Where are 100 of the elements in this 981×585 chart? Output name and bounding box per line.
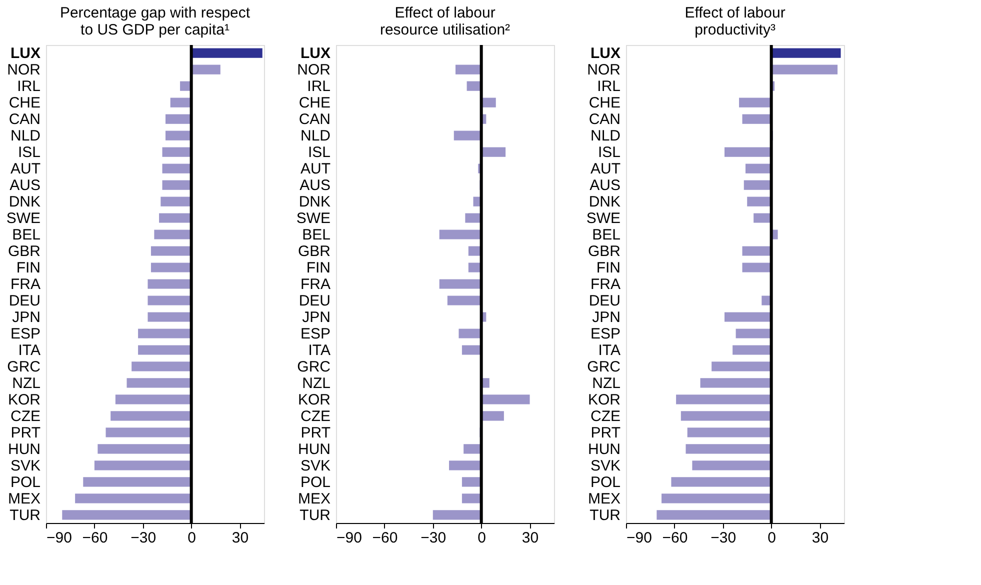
y-tick-label: GBR [588,243,621,260]
y-tick-label: SVK [10,457,40,474]
y-tick-label: DNK [588,194,620,211]
y-tick-label: HUN [8,440,40,458]
y-tick-label: GRC [587,358,621,376]
x-tick-label: −30 [130,530,156,546]
y-tick-label: HUN [298,440,330,458]
y-tick-label: DNK [298,194,330,211]
y-tick-label: DEU [588,292,620,310]
x-tick-label: −30 [420,530,446,546]
y-tick-label: CHE [8,94,40,112]
y-tick-label: FRA [300,276,330,293]
y-tick-label: HUN [588,440,620,458]
y-tick-label: ITA [18,342,40,359]
y-tick-label: AUS [10,177,40,194]
y-tick-label: FIN [306,260,330,277]
y-tick-label: FIN [16,260,40,277]
chart-title: Effect of labour resource utilisation² [380,4,510,38]
y-tick-label: CAN [298,111,330,128]
y-tick-label: AUS [590,177,620,194]
y-tick-label: TUR [10,506,41,524]
y-tick-label: GBR [8,243,41,260]
y-tick-label: SVK [590,457,620,474]
y-tick-label: ISL [598,144,620,162]
x-tick-label: −90 [46,530,72,546]
y-tick-label: FIN [596,260,620,277]
y-tick-label: NZL [302,374,330,392]
y-tick-label: GBR [298,243,331,260]
y-tick-label: ISL [18,144,40,162]
y-tick-label: SWE [6,210,40,228]
y-tick-label: BEL [302,226,330,244]
y-tick-label: NLD [300,128,331,145]
y-tick-label: NZL [12,374,40,392]
y-tick-label: IRL [597,78,620,96]
y-tick-label: AUS [300,177,330,194]
x-tick-label: 0 [478,530,486,546]
y-tick-label: FRA [10,276,40,293]
y-tick-label: LUX [300,45,330,62]
x-tick-label: −60 [662,530,688,546]
y-tick-label: CZE [10,408,40,425]
y-tick-label: NLD [590,128,621,145]
y-tick-label: TUR [590,506,621,524]
x-tick-label: −30 [710,530,736,546]
y-tick-label: PRT [590,424,620,442]
y-tick-label: JPN [592,308,620,326]
y-tick-label: DEU [8,292,40,310]
x-tick-label: −60 [82,530,108,546]
y-tick-label: NLD [10,128,41,145]
y-tick-label: IRL [17,78,40,96]
y-tick-label: TUR [300,506,331,524]
y-tick-label: NOR [587,62,621,79]
y-tick-label: GRC [297,358,331,376]
y-tick-label: GRC [7,358,41,376]
x-tick-label: 30 [812,530,829,546]
y-tick-label: MEX [8,490,40,508]
x-tick-label: −90 [336,530,362,546]
y-tick-label: NOR [297,62,331,79]
y-tick-label: DEU [298,292,330,310]
y-tick-label: AUT [10,160,40,178]
y-tick-label: KOR [8,391,41,408]
chart-title: Effect of labour productivity³ [684,4,786,38]
y-tick-label: SVK [300,457,330,474]
y-tick-label: JPN [12,308,40,326]
y-tick-label: MEX [588,490,620,508]
y-tick-label: POL [10,474,40,491]
y-tick-label: CHE [298,94,330,112]
y-tick-label: DNK [8,194,40,211]
y-tick-label: ITA [308,342,330,359]
y-tick-label: CAN [588,111,620,128]
y-tick-label: SWE [586,210,620,228]
y-tick-label: CAN [8,111,40,128]
x-tick-label: −60 [372,530,398,546]
x-tick-label: 30 [522,530,539,546]
y-tick-label: ISL [308,144,330,162]
y-tick-label: AUT [590,160,620,178]
y-tick-label: KOR [588,391,621,408]
y-tick-label: NOR [7,62,41,79]
y-tick-label: NZL [592,374,620,392]
y-tick-label: ESP [10,325,40,342]
y-tick-label: JPN [302,308,330,326]
x-tick-label: 0 [768,530,776,546]
y-tick-label: PRT [300,424,330,442]
y-tick-label: CZE [590,408,620,425]
y-tick-label: POL [300,474,330,491]
y-tick-label: SWE [296,210,330,228]
y-tick-label: ESP [590,325,620,342]
y-tick-label: KOR [298,391,331,408]
y-tick-label: CZE [300,408,330,425]
x-tick-label: 30 [232,530,249,546]
y-tick-label: BEL [12,226,40,244]
y-tick-label: LUX [590,45,620,62]
chart-title: Percentage gap with respect to US GDP per capita¹ [60,4,251,38]
y-tick-label: FRA [590,276,620,293]
y-tick-label: BEL [592,226,620,244]
y-tick-label: ITA [598,342,620,359]
y-tick-label: LUX [10,45,40,62]
y-tick-label: IRL [307,78,330,96]
y-tick-label: PRT [10,424,40,442]
y-tick-label: MEX [298,490,330,508]
y-tick-label: POL [590,474,620,491]
